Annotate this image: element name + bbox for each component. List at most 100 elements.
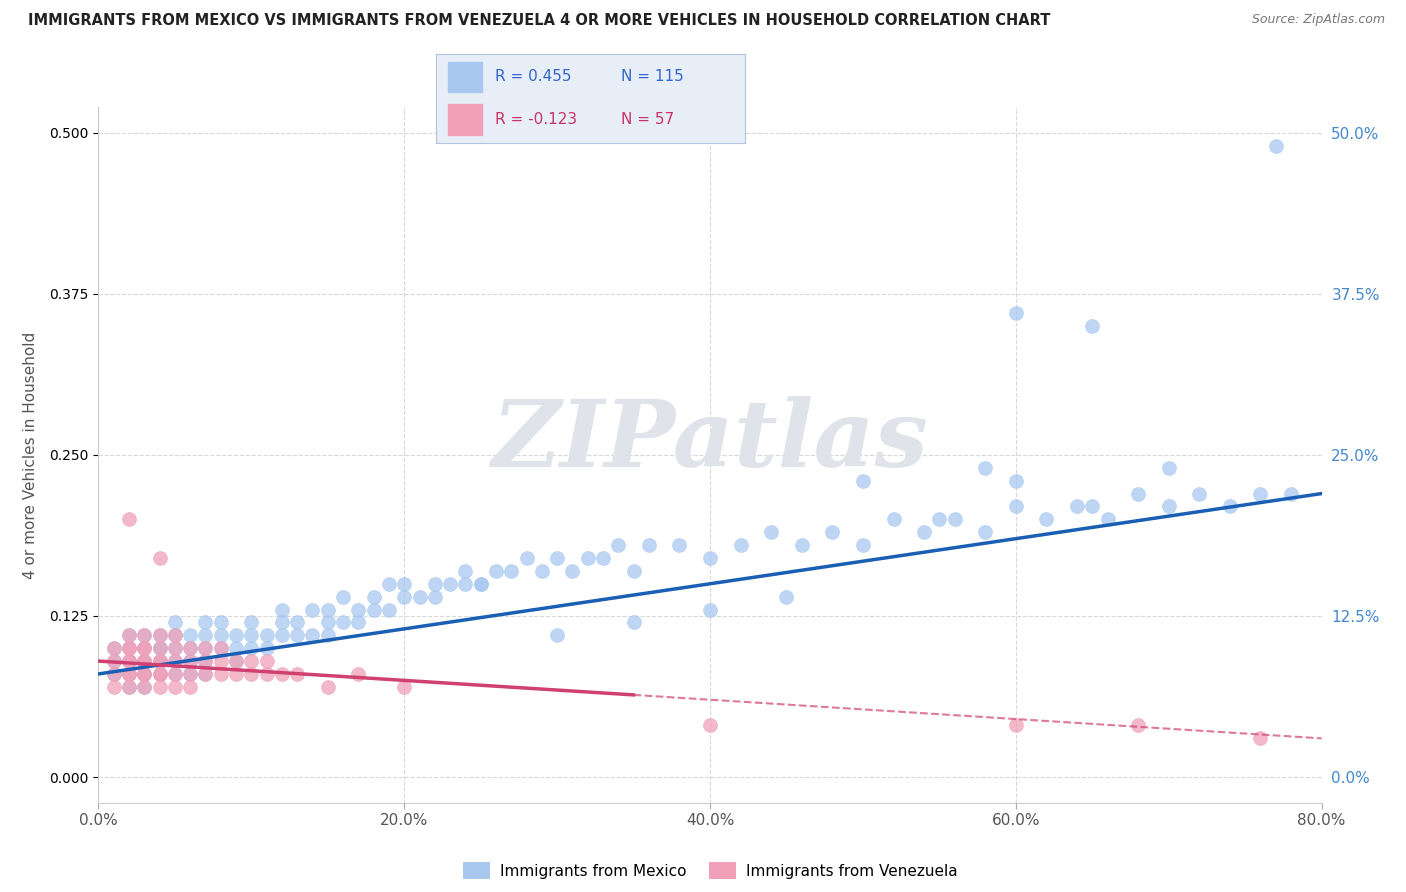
- Point: [118, 641, 141, 656]
- Point: [118, 667, 141, 681]
- Point: [209, 667, 232, 681]
- Point: [149, 667, 172, 681]
- Point: [118, 654, 141, 668]
- Point: [149, 551, 172, 566]
- Point: [1188, 486, 1211, 500]
- Text: Source: ZipAtlas.com: Source: ZipAtlas.com: [1251, 13, 1385, 27]
- Text: R = 0.455: R = 0.455: [495, 70, 571, 84]
- Text: N = 115: N = 115: [621, 70, 685, 84]
- Point: [225, 667, 247, 681]
- Point: [1157, 500, 1180, 514]
- Point: [332, 590, 354, 604]
- Point: [225, 654, 247, 668]
- Point: [576, 551, 599, 566]
- Point: [316, 628, 339, 642]
- Point: [179, 628, 201, 642]
- Point: [179, 654, 201, 668]
- Point: [118, 667, 141, 681]
- Point: [1128, 486, 1150, 500]
- Point: [974, 525, 997, 540]
- Point: [285, 615, 308, 630]
- Point: [149, 641, 172, 656]
- Point: [103, 654, 125, 668]
- Point: [974, 460, 997, 475]
- Point: [134, 654, 156, 668]
- Point: [163, 641, 186, 656]
- Point: [194, 667, 217, 681]
- Point: [225, 628, 247, 642]
- Point: [1219, 500, 1241, 514]
- Point: [561, 564, 583, 578]
- Point: [163, 641, 186, 656]
- Point: [592, 551, 614, 566]
- Point: [118, 512, 141, 526]
- Point: [623, 615, 645, 630]
- Point: [118, 641, 141, 656]
- Point: [225, 654, 247, 668]
- Point: [163, 654, 186, 668]
- Point: [240, 641, 263, 656]
- Point: [301, 628, 323, 642]
- Point: [623, 564, 645, 578]
- Point: [118, 680, 141, 694]
- Point: [103, 654, 125, 668]
- Point: [852, 474, 875, 488]
- Point: [821, 525, 844, 540]
- Point: [1004, 500, 1026, 514]
- Point: [270, 602, 292, 616]
- Point: [408, 590, 430, 604]
- Point: [209, 628, 232, 642]
- Point: [149, 667, 172, 681]
- Point: [1279, 486, 1302, 500]
- Point: [149, 654, 172, 668]
- Point: [256, 667, 278, 681]
- Point: [316, 602, 339, 616]
- Point: [1249, 731, 1271, 746]
- Point: [134, 641, 156, 656]
- Point: [423, 576, 446, 591]
- Point: [316, 615, 339, 630]
- Point: [194, 654, 217, 668]
- Text: R = -0.123: R = -0.123: [495, 112, 576, 127]
- Point: [256, 628, 278, 642]
- Point: [470, 576, 492, 591]
- Point: [118, 628, 141, 642]
- Point: [439, 576, 461, 591]
- Legend: Immigrants from Mexico, Immigrants from Venezuela: Immigrants from Mexico, Immigrants from …: [457, 855, 963, 886]
- Point: [316, 680, 339, 694]
- Point: [149, 680, 172, 694]
- Point: [103, 641, 125, 656]
- Point: [530, 564, 553, 578]
- Point: [163, 680, 186, 694]
- Point: [270, 615, 292, 630]
- Point: [103, 667, 125, 681]
- Point: [1081, 500, 1104, 514]
- Point: [103, 667, 125, 681]
- Point: [775, 590, 797, 604]
- Point: [378, 602, 401, 616]
- Point: [134, 667, 156, 681]
- Point: [134, 680, 156, 694]
- Point: [194, 628, 217, 642]
- Point: [668, 538, 690, 552]
- Point: [470, 576, 492, 591]
- Point: [1097, 512, 1119, 526]
- Point: [179, 667, 201, 681]
- Point: [1004, 474, 1026, 488]
- Point: [546, 628, 568, 642]
- Point: [699, 718, 721, 732]
- Point: [149, 654, 172, 668]
- Point: [378, 576, 401, 591]
- Point: [209, 654, 232, 668]
- Point: [134, 667, 156, 681]
- Point: [240, 667, 263, 681]
- Point: [1081, 319, 1104, 334]
- Point: [134, 680, 156, 694]
- Point: [285, 667, 308, 681]
- Point: [163, 654, 186, 668]
- Point: [790, 538, 813, 552]
- Point: [179, 667, 201, 681]
- Point: [637, 538, 661, 552]
- Point: [546, 551, 568, 566]
- Point: [1249, 486, 1271, 500]
